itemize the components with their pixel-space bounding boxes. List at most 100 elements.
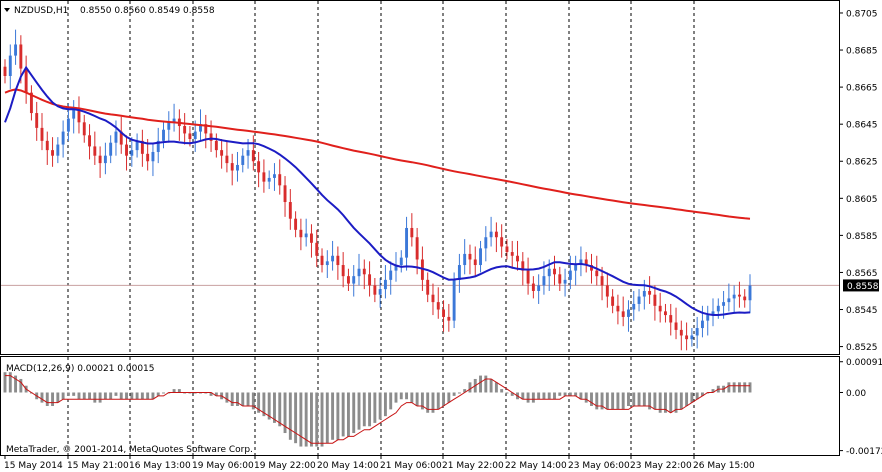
- macd-bar: [553, 392, 556, 400]
- macd-bar: [632, 392, 636, 406]
- macd-bar: [61, 392, 65, 400]
- candle-body: [473, 259, 477, 266]
- time-tick-label: 15 May 21:00: [67, 461, 129, 471]
- candle-body: [563, 279, 567, 284]
- candle-body: [220, 150, 224, 156]
- macd-bar: [579, 392, 583, 400]
- macd-bar: [251, 392, 255, 410]
- candle-body: [336, 255, 340, 266]
- candle-body: [627, 309, 630, 317]
- candle-body: [553, 268, 556, 275]
- candle-body: [690, 335, 694, 340]
- candle-body: [82, 122, 86, 136]
- candle-body: [262, 172, 266, 182]
- candle-body: [288, 202, 292, 219]
- candle-body: [568, 270, 572, 280]
- candle-body: [299, 229, 303, 238]
- time-tick-label: 19 May 22:00: [254, 461, 316, 471]
- macd-bar: [500, 389, 504, 393]
- macd-bar: [479, 375, 482, 393]
- candle-body: [415, 237, 419, 260]
- candle-body: [373, 285, 377, 295]
- macd-bar: [241, 392, 245, 406]
- candle-body: [230, 163, 234, 171]
- price-tick-label: 0.8525: [846, 343, 878, 353]
- candle-body: [3, 66, 7, 76]
- candle-body: [658, 305, 662, 312]
- candle-body: [574, 265, 578, 271]
- candle-body: [204, 124, 208, 134]
- macd-bar: [273, 392, 276, 423]
- macd-tick-label: 0.00091: [846, 358, 882, 368]
- price-tick-label: 0.8625: [846, 158, 878, 168]
- candle-body: [125, 144, 128, 156]
- macd-bar: [695, 392, 699, 400]
- macd-bar: [711, 389, 715, 393]
- candle-body: [447, 316, 451, 321]
- candle-body: [389, 270, 393, 280]
- candle-body: [584, 259, 588, 266]
- candle-body: [304, 233, 308, 238]
- candle-body: [193, 131, 197, 140]
- candle-body: [119, 131, 123, 145]
- macd-bar: [653, 392, 657, 410]
- macd-bar: [674, 392, 678, 413]
- candle-body: [505, 246, 509, 253]
- macd-bar: [294, 392, 298, 444]
- candle-body: [294, 218, 298, 230]
- macd-bar: [664, 392, 667, 413]
- candle-body: [146, 153, 150, 162]
- candle-body: [579, 259, 583, 266]
- candle-body: [653, 294, 657, 306]
- candle-body: [605, 285, 609, 297]
- macd-bar: [325, 392, 329, 444]
- candle-body: [410, 227, 414, 238]
- candle-body: [315, 242, 319, 256]
- price-tick-label: 0.8585: [846, 232, 878, 242]
- macd-bar: [140, 392, 144, 400]
- candle-body: [737, 294, 741, 297]
- candle-body: [531, 283, 535, 291]
- macd-bar: [236, 392, 239, 406]
- macd-bar: [436, 392, 440, 410]
- candle-body: [600, 276, 604, 286]
- time-tick-label: 15 May 2014: [4, 461, 63, 471]
- candle-body: [77, 109, 81, 123]
- candle-body: [320, 255, 324, 266]
- candle-body: [151, 151, 155, 162]
- candle-body: [188, 133, 192, 140]
- macd-bar: [690, 392, 694, 403]
- macd-bar: [410, 392, 414, 403]
- candle-body: [489, 231, 493, 238]
- macd-bar: [484, 375, 488, 393]
- candle-body: [310, 233, 313, 243]
- macd-bar: [373, 392, 377, 423]
- dropdown-arrow-icon[interactable]: [4, 8, 10, 12]
- macd-bar: [468, 382, 472, 393]
- candle-body: [405, 227, 409, 258]
- macd-bar: [362, 392, 366, 427]
- macd-tick-label: -0.00172: [846, 447, 882, 457]
- candle-body: [590, 265, 593, 271]
- candle-body: [637, 296, 641, 304]
- price-tick-label: 0.8545: [846, 306, 878, 316]
- candle-body: [743, 296, 747, 301]
- macd-bar: [151, 392, 155, 400]
- macd-bar: [442, 392, 445, 406]
- macd-bar: [304, 392, 308, 447]
- macd-bar: [526, 392, 530, 403]
- macd-bar: [727, 382, 731, 393]
- macd-bar: [114, 392, 118, 396]
- macd-bar: [56, 392, 60, 403]
- candle-body: [24, 68, 28, 93]
- macd-bar: [214, 392, 218, 396]
- candle-body: [109, 142, 113, 156]
- main-chart-frame[interactable]: [0, 0, 840, 355]
- candle-body: [679, 329, 683, 336]
- macd-bar: [331, 392, 335, 440]
- candle-body: [246, 150, 250, 156]
- candle-body: [732, 294, 736, 299]
- macd-bar: [558, 392, 562, 396]
- candle-body: [278, 174, 282, 186]
